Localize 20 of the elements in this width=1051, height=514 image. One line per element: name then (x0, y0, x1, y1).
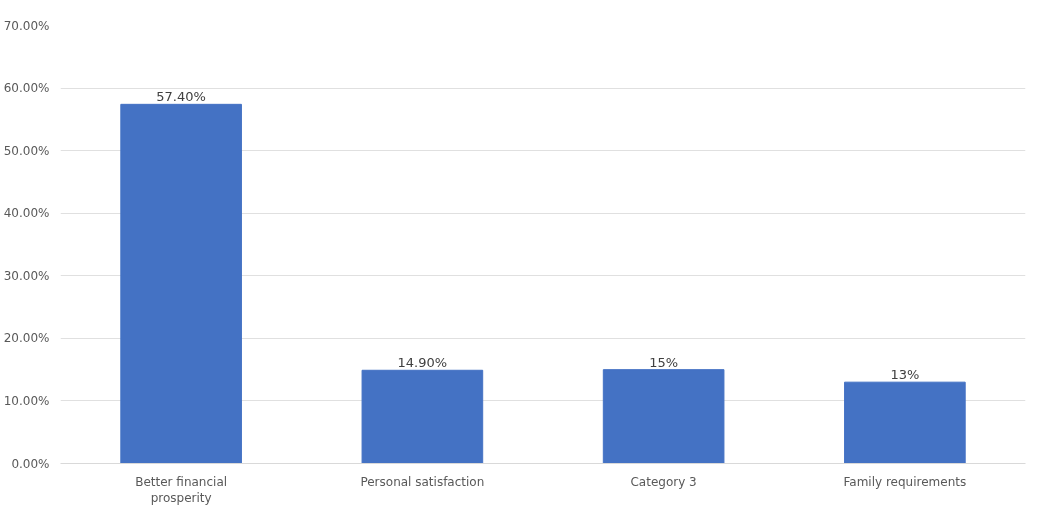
bar (361, 369, 484, 464)
y-tick-label: 0.00% (11, 456, 50, 471)
x-tick-label: Better financial prosperity (135, 474, 228, 506)
bar (844, 381, 966, 464)
bar (602, 369, 725, 464)
y-tick-label: 40.00% (3, 206, 50, 221)
y-tick-label: 10.00% (3, 393, 50, 408)
y-tick-label: 30.00% (3, 268, 50, 283)
x-tick-label: Personal satisfaction (360, 474, 485, 489)
data-label: 14.90% (397, 355, 448, 371)
x-tick-label: Category 3 (630, 474, 697, 489)
data-label: 13% (890, 367, 920, 383)
x-tick-label: Family requirements (843, 474, 967, 489)
y-tick-label: 70.00% (3, 18, 50, 33)
y-tick-label: 20.00% (3, 331, 50, 346)
data-label: 57.40% (156, 89, 206, 105)
bar (120, 103, 242, 464)
y-tick-label: 50.00% (3, 143, 50, 158)
data-label: 15% (649, 354, 679, 370)
y-tick-label: 60.00% (3, 81, 50, 96)
